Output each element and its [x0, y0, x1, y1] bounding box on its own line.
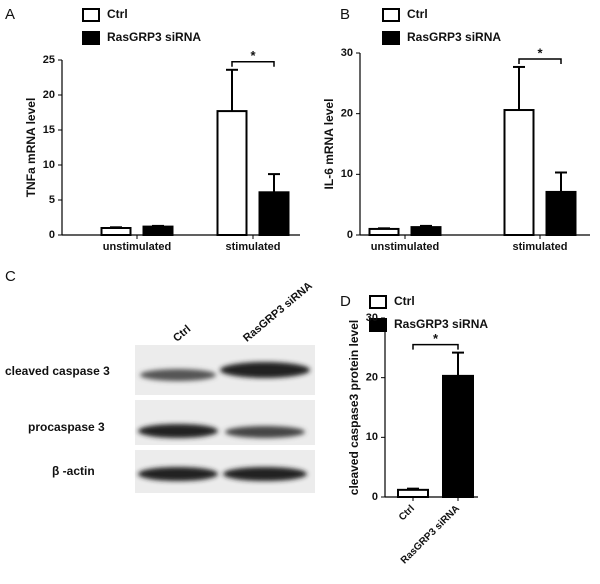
legend-swatch	[382, 8, 400, 22]
y-tick-label: 10	[366, 431, 378, 443]
legend-label: Ctrl	[407, 7, 428, 21]
legend-label: RasGRP3 siRNA	[407, 30, 501, 44]
y-axis-label: TNFa mRNA level	[24, 98, 38, 198]
x-tick-label: stimulated	[512, 241, 567, 253]
bar	[258, 191, 290, 237]
significance-label: *	[537, 45, 543, 60]
bar	[397, 488, 429, 498]
y-tick-label: 15	[43, 124, 55, 136]
blot-image	[135, 345, 315, 493]
y-tick-label: 10	[341, 168, 353, 180]
legend-label: Ctrl	[394, 294, 415, 308]
bar	[442, 374, 474, 499]
y-tick-label: 20	[341, 108, 353, 120]
legend-swatch	[369, 318, 387, 332]
blot-row-label: β -actin	[52, 464, 95, 478]
legend-label: Ctrl	[107, 7, 128, 21]
legend-swatch	[369, 295, 387, 309]
y-tick-label: 20	[43, 89, 55, 101]
x-tick-label: Ctrl	[397, 503, 417, 523]
y-tick-label: 20	[366, 372, 378, 384]
significance-bracket	[518, 58, 562, 64]
significance-bracket	[412, 343, 459, 350]
x-tick-label: stimulated	[225, 241, 280, 253]
y-tick-label: 0	[372, 491, 378, 503]
bar	[216, 110, 248, 236]
y-tick-label: 25	[43, 54, 55, 66]
panel-label: D	[340, 293, 351, 310]
legend-swatch	[82, 31, 100, 45]
blot-column-label: RasGRP3 siRNA	[241, 280, 315, 345]
bar	[503, 109, 535, 236]
y-tick-label: 30	[366, 312, 378, 324]
y-axis-label: IL-6 mRNA level	[322, 99, 336, 190]
legend-swatch	[382, 31, 400, 45]
bar	[368, 227, 400, 237]
blot-row-label: procaspase 3	[28, 420, 105, 434]
y-axis-label: cleaved caspase3 protein level	[347, 320, 361, 495]
significance-bracket	[231, 61, 275, 67]
significance-label: *	[250, 48, 256, 63]
legend-label: RasGRP3 siRNA	[107, 30, 201, 44]
bar	[410, 226, 442, 236]
blot-row-label: cleaved caspase 3	[5, 364, 110, 378]
blot-column-label: Ctrl	[171, 323, 193, 344]
y-tick-label: 0	[49, 229, 55, 241]
y-tick-label: 5	[49, 194, 55, 206]
bar	[100, 227, 132, 236]
bar	[545, 190, 577, 236]
y-tick-label: 30	[341, 47, 353, 59]
x-tick-label: unstimulated	[371, 241, 439, 253]
significance-label: *	[433, 331, 439, 346]
x-tick-label: unstimulated	[103, 241, 171, 253]
legend-label: RasGRP3 siRNA	[394, 317, 488, 331]
panel-label: A	[5, 6, 15, 23]
y-tick-label: 10	[43, 159, 55, 171]
y-tick-label: 0	[347, 229, 353, 241]
panel-label: B	[340, 6, 350, 23]
bar	[142, 225, 174, 237]
legend-swatch	[82, 8, 100, 22]
panel-label: C	[5, 268, 16, 285]
